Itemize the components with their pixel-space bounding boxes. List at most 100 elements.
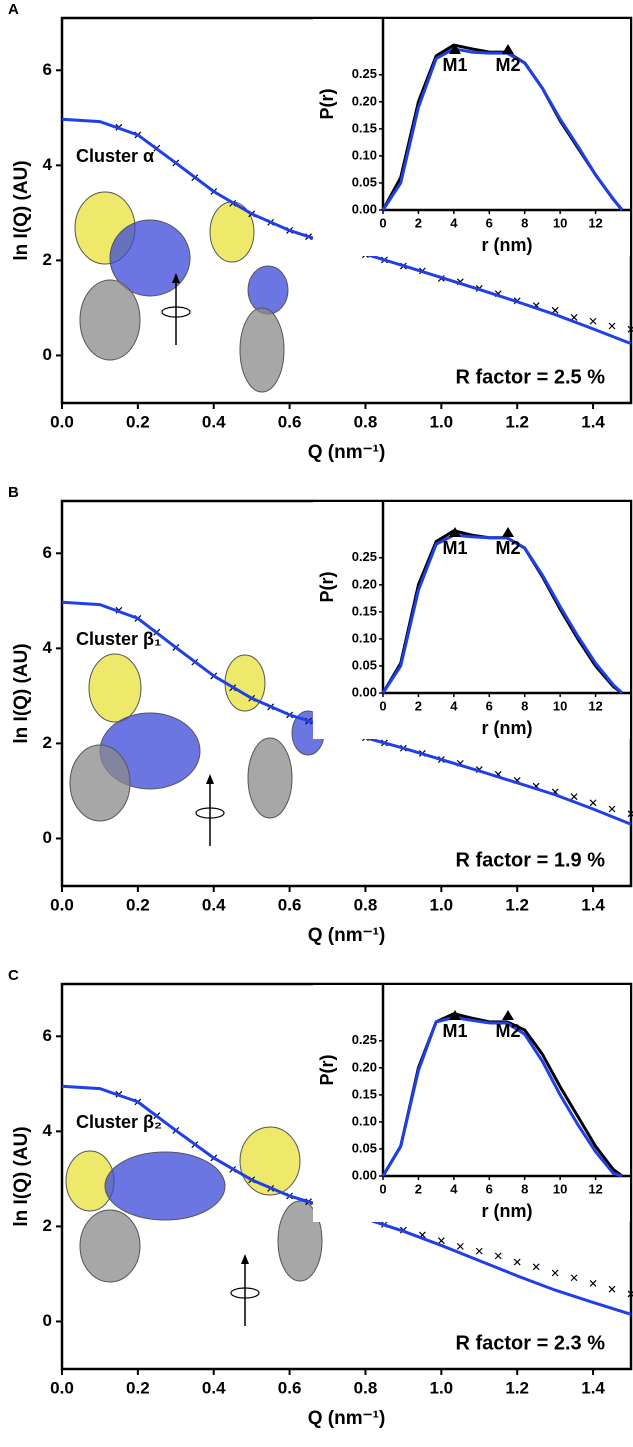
- data-point: [514, 1259, 520, 1265]
- inset-x-label: r (nm): [482, 1201, 533, 1221]
- r-factor: R factor = 2.3 %: [455, 1332, 605, 1354]
- x-tick-label: 1.4: [581, 895, 605, 914]
- cluster-label: Cluster β₁: [76, 629, 161, 649]
- inset-x-tick-label: 0: [379, 1181, 386, 1196]
- data-point: [533, 1264, 539, 1270]
- y-axis-label: ln I(Q) (AU): [11, 160, 32, 260]
- inset-y-tick-label: 0.20: [352, 1059, 377, 1074]
- inset-y-tick-label: 0.15: [352, 1086, 377, 1101]
- x-tick-label: 0.8: [354, 1378, 378, 1397]
- x-tick-label: 0.4: [202, 1378, 226, 1397]
- y-axis-label: ln I(Q) (AU): [11, 1126, 32, 1226]
- y-tick-label: 2: [43, 1216, 52, 1235]
- panel-label: C: [8, 967, 19, 984]
- x-axis-label: Q (nm⁻¹): [308, 1408, 386, 1429]
- inset-x-tick-label: 10: [553, 1181, 567, 1196]
- inset-x-tick-label: 4: [450, 698, 458, 713]
- data-point: [590, 318, 596, 324]
- structure-blob: [80, 280, 140, 360]
- inset-y-label: P(r): [317, 1054, 337, 1085]
- inset-y-tick-label: 0.25: [352, 66, 377, 81]
- inset-x-tick-label: 4: [450, 1181, 458, 1196]
- cluster-label: Cluster β₂: [76, 1112, 162, 1132]
- data-point: [552, 1270, 558, 1276]
- r-factor: R factor = 1.9 %: [455, 849, 605, 871]
- inset-x-tick-label: 12: [588, 698, 602, 713]
- y-tick-label: 0: [43, 828, 52, 847]
- inset-x-tick-label: 12: [588, 1181, 602, 1196]
- r-factor: R factor = 2.5 %: [455, 366, 605, 388]
- structure-blob: [248, 738, 292, 818]
- inset-x-tick-label: 12: [588, 215, 602, 230]
- x-tick-label: 0.6: [278, 1378, 302, 1397]
- x-tick-label: 0.4: [202, 895, 226, 914]
- panel-label: B: [8, 484, 19, 501]
- data-point: [609, 1286, 615, 1292]
- y-tick-label: 0: [43, 345, 52, 364]
- data-point: [590, 800, 596, 806]
- inset-y-tick-label: 0.05: [352, 657, 377, 672]
- y-tick-label: 0: [43, 1311, 52, 1330]
- inset-x-tick-label: 0: [379, 215, 386, 230]
- inset-x-label: r (nm): [482, 235, 533, 255]
- x-tick-label: 0.0: [50, 412, 74, 431]
- data-point: [590, 1280, 596, 1286]
- inset-x-tick-label: 0: [379, 698, 386, 713]
- x-tick-label: 0.8: [354, 412, 378, 431]
- peak-label: M1: [442, 538, 467, 558]
- x-tick-label: 1.2: [505, 412, 529, 431]
- peak-label: M2: [495, 1021, 520, 1041]
- data-point: [476, 1248, 482, 1254]
- x-tick-label: 0.8: [354, 895, 378, 914]
- inset-x-tick-label: 6: [486, 1181, 493, 1196]
- inset-y-label: P(r): [317, 571, 337, 602]
- inset-x-tick-label: 6: [486, 698, 493, 713]
- inset-y-tick-label: 0.15: [352, 120, 377, 135]
- x-tick-label: 0.2: [126, 895, 150, 914]
- peak-label: M2: [495, 538, 520, 558]
- inset-y-tick-label: 0.10: [352, 147, 377, 162]
- inset-x-tick-label: 2: [415, 215, 422, 230]
- inset-y-tick-label: 0.00: [352, 684, 377, 699]
- x-tick-label: 0.0: [50, 1378, 74, 1397]
- inset-y-tick-label: 0.05: [352, 1140, 377, 1155]
- peak-label: M1: [442, 1021, 467, 1041]
- inset-y-tick-label: 0.20: [352, 576, 377, 591]
- y-tick-label: 4: [43, 155, 53, 174]
- inset-y-tick-label: 0.25: [352, 1032, 377, 1047]
- structure-blob: [80, 1210, 140, 1282]
- structure-blob: [248, 266, 288, 314]
- inset-x-tick-label: 2: [415, 698, 422, 713]
- rotation-arrowhead: [206, 774, 214, 784]
- inset-y-tick-label: 0.00: [352, 201, 377, 216]
- x-tick-label: 1.4: [581, 1378, 605, 1397]
- inset-x-tick-label: 4: [450, 215, 458, 230]
- y-tick-label: 6: [43, 60, 52, 79]
- x-tick-label: 1.2: [505, 895, 529, 914]
- x-axis-label: Q (nm⁻¹): [308, 442, 386, 463]
- peak-label: M2: [495, 55, 520, 75]
- inset-y-tick-label: 0.15: [352, 603, 377, 618]
- x-tick-label: 0.0: [50, 895, 74, 914]
- structure-blob: [89, 654, 141, 722]
- inset-y-label: P(r): [317, 88, 337, 119]
- data-point: [609, 323, 615, 329]
- data-point: [457, 1243, 463, 1249]
- structure-blob: [240, 308, 284, 392]
- peak-label: M1: [442, 55, 467, 75]
- x-tick-label: 1.2: [505, 1378, 529, 1397]
- structure-blob: [105, 1152, 225, 1220]
- inset-y-tick-label: 0.20: [352, 93, 377, 108]
- inset-x-tick-label: 8: [521, 698, 528, 713]
- structure-blob: [240, 1127, 300, 1195]
- inset-x-label: r (nm): [482, 718, 533, 738]
- x-tick-label: 1.0: [430, 895, 454, 914]
- inset-x-tick-label: 10: [553, 215, 567, 230]
- inset-x-tick-label: 8: [521, 1181, 528, 1196]
- y-tick-label: 6: [43, 543, 52, 562]
- y-tick-label: 4: [43, 1121, 53, 1140]
- x-tick-label: 1.0: [430, 412, 454, 431]
- x-tick-label: 1.4: [581, 412, 605, 431]
- x-tick-label: 0.6: [278, 895, 302, 914]
- x-tick-label: 0.2: [126, 412, 150, 431]
